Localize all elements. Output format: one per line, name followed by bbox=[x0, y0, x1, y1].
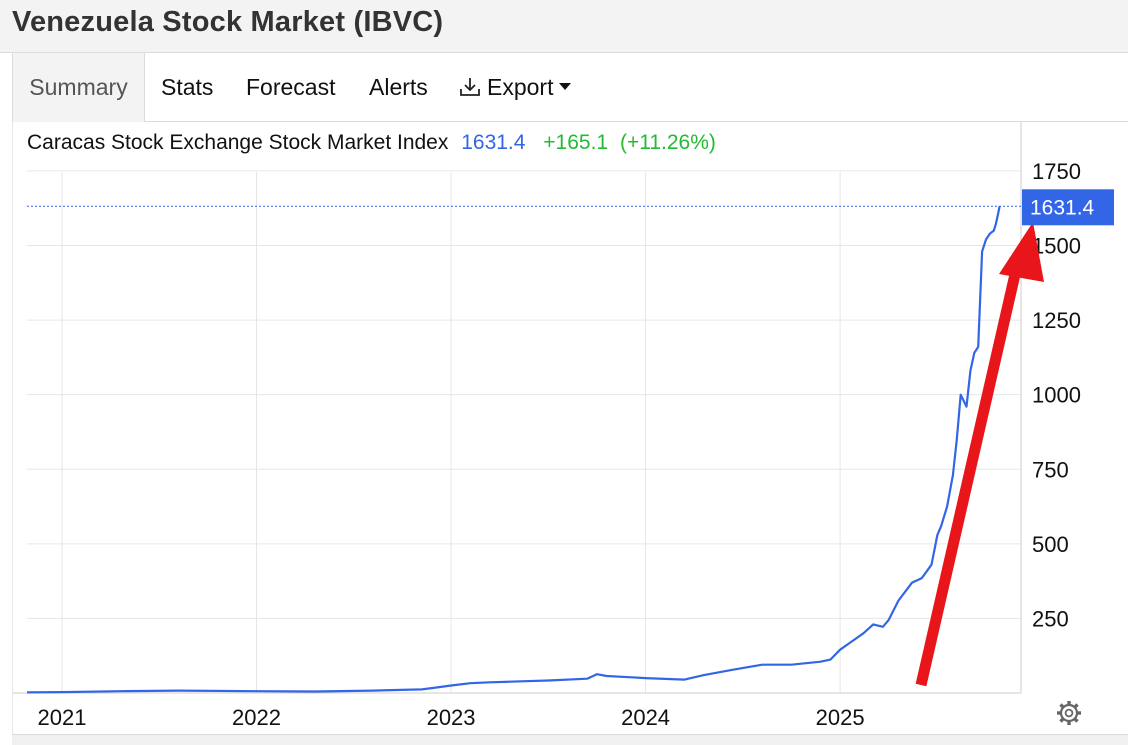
svg-text:Caracas Stock Exchange Stock M: Caracas Stock Exchange Stock Market Inde… bbox=[27, 131, 716, 154]
tab-alerts[interactable]: Alerts bbox=[369, 74, 428, 100]
y-tick-label: 1000 bbox=[1032, 383, 1081, 408]
annotation-arrow bbox=[915, 222, 1044, 687]
line-chart: 2021 2022 2023 2024 2025 250 500 750 1000 1250 15… bbox=[13, 122, 1114, 730]
tab-bar: Summary Stats Forecast Alerts Export bbox=[12, 53, 1128, 122]
bottom-strip bbox=[12, 734, 1128, 745]
y-tick-label: 500 bbox=[1032, 532, 1069, 557]
tab-export[interactable]: Export bbox=[459, 53, 572, 121]
title-bar: Venezuela Stock Market (IBVC) bbox=[0, 0, 1128, 53]
price-tag-background bbox=[1022, 189, 1114, 226]
download-icon bbox=[460, 77, 480, 96]
vertical-gridlines bbox=[61, 172, 841, 693]
tab-stats[interactable]: Stats bbox=[161, 74, 214, 100]
legend-series-name: Caracas Stock Exchange Stock Market Inde… bbox=[27, 131, 449, 154]
chart-legend: Caracas Stock Exchange Stock Market Inde… bbox=[27, 131, 716, 154]
x-tick-label: 2025 bbox=[816, 705, 865, 730]
legend-value: 1631.4 bbox=[461, 131, 526, 154]
x-tick-label: 2023 bbox=[427, 705, 476, 730]
legend-change: +165.1 bbox=[543, 131, 608, 154]
series-line bbox=[26, 206, 1001, 694]
x-tick-labels: 2021 2022 2023 2024 2025 bbox=[38, 705, 865, 730]
page-title: Venezuela Stock Market (IBVC) bbox=[12, 6, 444, 38]
x-tick-label: 2022 bbox=[232, 705, 281, 730]
y-tick-label: 250 bbox=[1032, 606, 1069, 631]
y-tick-label: 1250 bbox=[1032, 308, 1081, 333]
settings-gear-icon[interactable] bbox=[1057, 701, 1081, 725]
export-label: Export bbox=[487, 74, 554, 100]
tab-summary[interactable]: Summary bbox=[13, 53, 145, 122]
y-tick-label: 750 bbox=[1032, 457, 1069, 482]
caret-down-icon bbox=[559, 82, 572, 90]
tab-forecast[interactable]: Forecast bbox=[246, 74, 336, 100]
horizontal-gridlines bbox=[27, 170, 1021, 619]
chart-area: 2021 2022 2023 2024 2025 250 500 750 1000 1250 15… bbox=[12, 122, 1128, 734]
price-tag: 1631.4 bbox=[1022, 189, 1114, 226]
y-tick-labels: 250 500 750 1000 1250 1500 1750 bbox=[1032, 159, 1081, 631]
legend-change-pct: (+11.26%) bbox=[620, 131, 716, 154]
y-tick-label: 1750 bbox=[1032, 159, 1081, 184]
x-tick-label: 2024 bbox=[621, 705, 670, 730]
y-tick-label: 1500 bbox=[1032, 234, 1081, 259]
price-tag-text: 1631.4 bbox=[1030, 196, 1095, 219]
x-tick-label: 2021 bbox=[38, 705, 87, 730]
